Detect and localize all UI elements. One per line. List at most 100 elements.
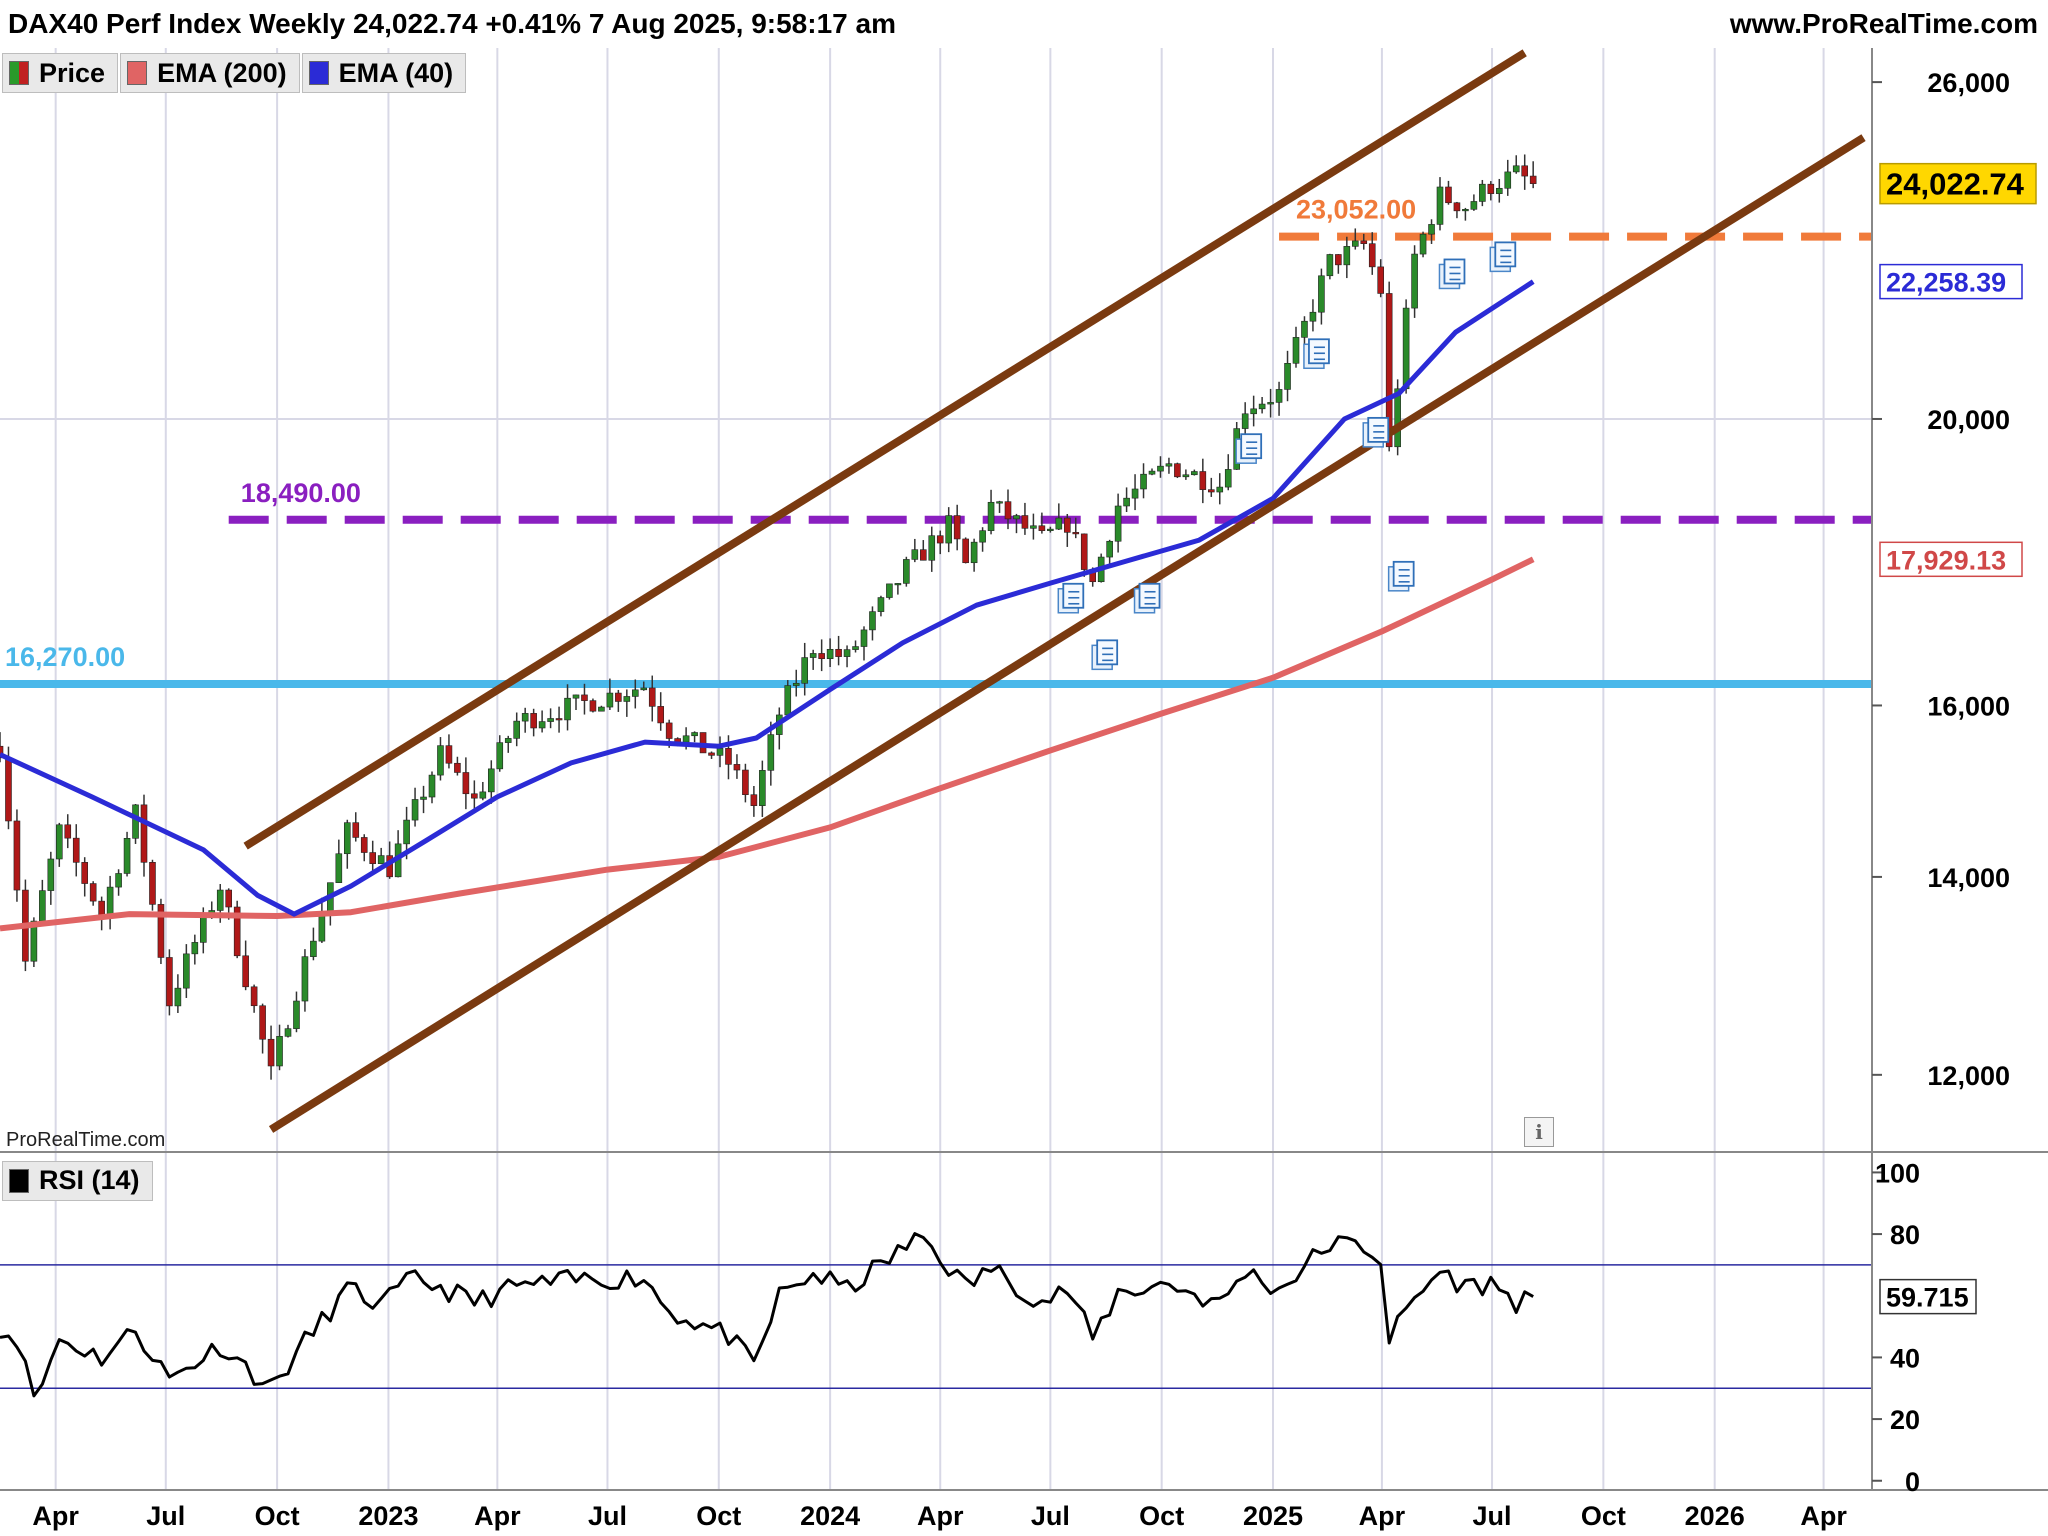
candle-body bbox=[225, 889, 233, 908]
x-tick-label: Apr bbox=[1800, 1501, 1847, 1531]
candle-body bbox=[1318, 275, 1325, 313]
x-tick-label: Jul bbox=[588, 1501, 627, 1531]
candle-body bbox=[886, 583, 893, 598]
x-tick-label: Apr bbox=[474, 1501, 521, 1531]
candle-body bbox=[631, 689, 639, 697]
candle-body bbox=[919, 549, 927, 561]
candle-body bbox=[437, 745, 444, 776]
candle-body bbox=[513, 720, 521, 739]
candle-body bbox=[792, 682, 800, 686]
candle-body bbox=[547, 718, 554, 722]
candle-body bbox=[623, 696, 631, 702]
candle-body bbox=[335, 853, 343, 883]
y-tick-label: 12,000 bbox=[1927, 1061, 2010, 1091]
candle-body bbox=[521, 713, 529, 722]
candle-body bbox=[1055, 517, 1063, 530]
candle-body bbox=[869, 611, 876, 631]
x-tick-label: Jul bbox=[1031, 1501, 1070, 1531]
candle-body bbox=[1114, 505, 1122, 542]
candle-body bbox=[72, 837, 80, 863]
candle-body bbox=[106, 886, 114, 917]
candle-body bbox=[928, 535, 936, 561]
candle-body bbox=[826, 648, 834, 660]
candle-body bbox=[140, 804, 148, 863]
y-tick-label: 14,000 bbox=[1927, 863, 2010, 893]
candle-body bbox=[216, 889, 224, 911]
candle-body bbox=[445, 745, 453, 764]
info-icon[interactable]: i bbox=[1524, 1117, 1554, 1147]
candle-body bbox=[1047, 528, 1054, 531]
candle-body bbox=[725, 748, 732, 765]
candle-body bbox=[1224, 469, 1232, 488]
candle-body bbox=[1368, 243, 1376, 268]
candle-body bbox=[1479, 183, 1486, 202]
candle-body bbox=[47, 858, 55, 891]
candle-body bbox=[183, 953, 190, 989]
legend-price[interactable]: Price bbox=[2, 53, 119, 93]
watermark-text: ProRealTime.com bbox=[6, 1129, 166, 1151]
x-tick-label: 2026 bbox=[1685, 1501, 1745, 1531]
candle-body bbox=[1351, 240, 1359, 247]
candle-body bbox=[1385, 293, 1393, 448]
candle-body bbox=[1030, 525, 1037, 529]
news-icon bbox=[1438, 258, 1466, 290]
price-tag bbox=[1879, 541, 2023, 578]
legend-ema200[interactable]: EMA (200) bbox=[120, 53, 300, 93]
legend-ema40[interactable]: EMA (40) bbox=[301, 53, 467, 93]
site-url-text: www.ProRealTime.com bbox=[1729, 8, 2038, 39]
x-tick-label: Oct bbox=[1581, 1501, 1626, 1531]
candle-body bbox=[428, 774, 436, 798]
legend-ema200-label: EMA (200) bbox=[157, 57, 287, 88]
price-tag-label: 22,258.39 bbox=[1886, 268, 2006, 298]
candle-body bbox=[39, 890, 46, 922]
candle-body bbox=[1470, 201, 1478, 210]
rsi-tag-label: 59.715 bbox=[1886, 1283, 1969, 1313]
candle-body bbox=[1216, 486, 1224, 493]
candle-body bbox=[242, 955, 249, 988]
candle-body bbox=[5, 757, 12, 822]
rsi-y-tick-label: 80 bbox=[1890, 1220, 1920, 1250]
candle-body bbox=[1157, 465, 1164, 472]
candle-body bbox=[818, 653, 825, 660]
candle-body bbox=[1191, 471, 1198, 476]
candle-body bbox=[648, 687, 656, 707]
candle-body bbox=[538, 721, 546, 729]
candle-body bbox=[1504, 171, 1512, 189]
candle-body bbox=[454, 762, 461, 773]
candle-body bbox=[1462, 209, 1469, 212]
candle-body bbox=[123, 838, 131, 874]
candle-body bbox=[1335, 254, 1342, 266]
candle-body bbox=[1140, 473, 1147, 490]
candle-body bbox=[708, 752, 715, 756]
legend-rsi-label: RSI (14) bbox=[39, 1165, 140, 1195]
x-tick-label: Oct bbox=[1139, 1501, 1184, 1531]
candle-body bbox=[1013, 515, 1020, 520]
candle-body bbox=[132, 804, 139, 839]
candle-body bbox=[970, 541, 978, 564]
candle-body bbox=[1080, 533, 1088, 570]
candle-body bbox=[945, 515, 953, 544]
watermark: ProRealTime.com bbox=[6, 1129, 165, 1152]
candle-body bbox=[81, 862, 89, 884]
candle-body bbox=[911, 549, 919, 560]
candle-body bbox=[250, 986, 258, 1007]
price-panel: 23,052.00 18,490.00 16,270.00 bbox=[0, 49, 1872, 1133]
x-tick-label: Jul bbox=[146, 1501, 185, 1531]
candle-body bbox=[615, 692, 622, 702]
candle-body bbox=[1250, 408, 1257, 415]
x-tick-label: 2025 bbox=[1243, 1501, 1303, 1531]
site-url[interactable]: www.ProRealTime.com bbox=[1730, 8, 2038, 40]
candle-body bbox=[89, 883, 97, 902]
candle-body bbox=[759, 770, 766, 806]
candle-body bbox=[1428, 224, 1435, 235]
candle-body bbox=[343, 822, 351, 855]
candle-body bbox=[1072, 532, 1080, 535]
title-text: DAX40 Perf Index Weekly 24,022.74 +0.41%… bbox=[8, 8, 896, 39]
legend-rsi[interactable]: RSI (14) bbox=[2, 1160, 153, 1201]
candle-body bbox=[1004, 501, 1012, 520]
candle-body bbox=[843, 649, 851, 657]
candle-body bbox=[310, 940, 317, 957]
candle-body bbox=[1529, 175, 1537, 184]
candle-body bbox=[1453, 202, 1461, 212]
